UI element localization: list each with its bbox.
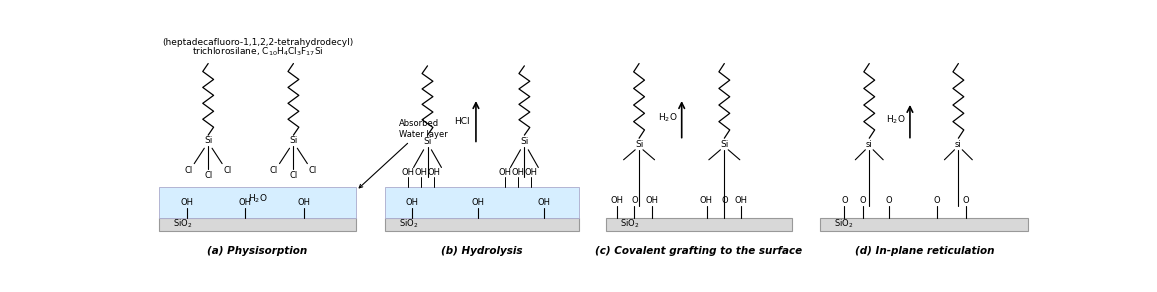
Text: Cl: Cl xyxy=(289,171,297,180)
Text: Si: Si xyxy=(521,137,529,146)
Text: OH: OH xyxy=(700,196,713,205)
Text: OH: OH xyxy=(297,198,310,207)
Bar xyxy=(820,218,1029,231)
Text: si: si xyxy=(865,140,872,149)
Text: O: O xyxy=(885,196,892,205)
Text: O: O xyxy=(631,196,638,205)
Text: OH: OH xyxy=(471,198,485,207)
Text: Cl: Cl xyxy=(309,166,317,175)
Text: OH: OH xyxy=(525,168,538,177)
Text: Cl: Cl xyxy=(204,171,212,180)
Text: OH: OH xyxy=(238,198,252,207)
Text: OH: OH xyxy=(428,168,441,177)
Text: (a) Physisorption: (a) Physisorption xyxy=(207,246,308,256)
Text: SiO$_2$: SiO$_2$ xyxy=(620,218,639,230)
Text: Si: Si xyxy=(423,137,432,146)
Text: Cl: Cl xyxy=(223,166,231,175)
Text: O: O xyxy=(934,196,939,205)
Text: OH: OH xyxy=(401,168,414,177)
Bar xyxy=(159,187,356,218)
Bar xyxy=(385,187,578,218)
Text: H$_2$O: H$_2$O xyxy=(658,111,678,124)
Text: O: O xyxy=(963,196,970,205)
Bar xyxy=(606,218,791,231)
Text: O: O xyxy=(860,196,867,205)
Bar xyxy=(159,218,356,231)
Text: Si: Si xyxy=(720,140,729,149)
Text: OH: OH xyxy=(511,168,524,177)
Text: O: O xyxy=(841,196,848,205)
Text: OH: OH xyxy=(180,198,193,207)
Text: Si: Si xyxy=(204,136,213,145)
Text: H$_2$O: H$_2$O xyxy=(886,114,906,126)
Bar xyxy=(385,218,578,231)
Text: HCl: HCl xyxy=(455,117,470,126)
Text: trichlorosilane, C$_{10}$H$_{4}$Cl$_{3}$F$_{17}$Si: trichlorosilane, C$_{10}$H$_{4}$Cl$_{3}$… xyxy=(192,46,323,58)
Text: SiO$_2$: SiO$_2$ xyxy=(834,218,854,230)
Text: SiO$_2$: SiO$_2$ xyxy=(399,218,419,230)
Text: O: O xyxy=(721,196,728,205)
Text: (b) Hydrolysis: (b) Hydrolysis xyxy=(441,246,523,256)
Text: OH: OH xyxy=(415,168,428,177)
Text: SiO$_2$: SiO$_2$ xyxy=(172,218,192,230)
Text: Si: Si xyxy=(289,136,297,145)
Text: Absorbed
Water layer: Absorbed Water layer xyxy=(359,119,448,188)
Text: Cl: Cl xyxy=(270,166,278,175)
Text: H$_2$O: H$_2$O xyxy=(248,192,267,204)
Text: OH: OH xyxy=(405,198,419,207)
Text: OH: OH xyxy=(646,196,658,205)
Text: (heptadecafluoro-1,1,2,2-tetrahydrodecyl): (heptadecafluoro-1,1,2,2-tetrahydrodecyl… xyxy=(162,38,353,47)
Text: Si: Si xyxy=(635,140,643,149)
Text: OH: OH xyxy=(735,196,747,205)
Text: si: si xyxy=(955,140,961,149)
Text: (c) Covalent grafting to the surface: (c) Covalent grafting to the surface xyxy=(595,246,802,256)
Text: OH: OH xyxy=(611,196,624,205)
Text: Cl: Cl xyxy=(185,166,193,175)
Text: OH: OH xyxy=(537,198,551,207)
Text: OH: OH xyxy=(499,168,511,177)
Text: (d) In-plane reticulation: (d) In-plane reticulation xyxy=(855,246,994,256)
